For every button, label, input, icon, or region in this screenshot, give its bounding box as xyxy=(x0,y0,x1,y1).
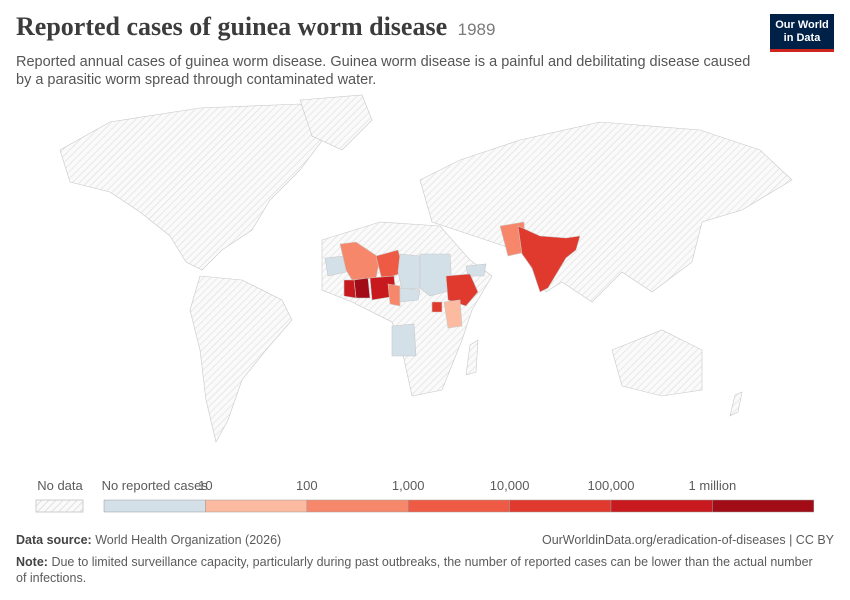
legend-label: 1 million xyxy=(689,478,737,493)
legend-no-data-swatch xyxy=(35,499,84,513)
note-label: Note: xyxy=(16,555,48,569)
legend-swatch xyxy=(509,499,612,513)
country xyxy=(431,301,443,313)
australia xyxy=(611,329,703,397)
legend-swatch xyxy=(103,499,206,513)
note-text: Due to limited surveillance capacity, pa… xyxy=(16,555,813,585)
greenland xyxy=(299,94,373,151)
country xyxy=(353,277,371,299)
country xyxy=(397,253,421,291)
country xyxy=(343,279,357,299)
legend-swatch xyxy=(712,499,815,513)
country xyxy=(391,323,417,357)
year: 1989 xyxy=(457,20,496,39)
country xyxy=(387,283,401,307)
url[interactable]: OurWorldinData.org/eradication-of-diseas… xyxy=(541,533,834,547)
legend-label: 100 xyxy=(296,478,318,493)
new-zealand xyxy=(729,391,743,417)
country xyxy=(443,299,463,329)
north-america xyxy=(59,103,331,271)
logo[interactable]: Our World in Data xyxy=(770,14,834,52)
legend-label: 1,000 xyxy=(392,478,425,493)
legend-label: 10 xyxy=(198,478,212,493)
title: Reported cases of guinea worm disease 19… xyxy=(16,12,495,42)
country xyxy=(324,255,347,277)
source-label: Data source: xyxy=(16,533,92,547)
legend-label: No reported cases xyxy=(102,478,209,493)
source-text: World Health Organization (2026) xyxy=(95,533,282,547)
country xyxy=(445,273,479,307)
legend-label: 100,000 xyxy=(588,478,635,493)
eurasia xyxy=(419,121,793,303)
country xyxy=(419,253,453,297)
logo-line: Our World xyxy=(775,19,829,31)
map xyxy=(59,94,793,443)
source: Data source: World Health Organization (… xyxy=(16,533,281,547)
countries xyxy=(324,221,581,357)
country xyxy=(399,287,421,303)
subtitle: Reported annual cases of guinea worm dis… xyxy=(16,54,751,88)
country xyxy=(517,225,581,293)
country xyxy=(465,263,487,277)
title-text: Reported cases of guinea worm disease xyxy=(16,12,448,41)
legend-swatch xyxy=(610,499,713,513)
note: Note: Due to limited surveillance capaci… xyxy=(16,554,816,586)
legend-swatch xyxy=(407,499,510,513)
south-america xyxy=(189,275,293,443)
logo-line: in Data xyxy=(783,32,821,44)
madagascar xyxy=(465,339,479,376)
legend-label: 10,000 xyxy=(490,478,530,493)
legend-swatch xyxy=(306,499,409,513)
legend-no-data: No data xyxy=(37,478,83,493)
legend-swatch xyxy=(205,499,308,513)
